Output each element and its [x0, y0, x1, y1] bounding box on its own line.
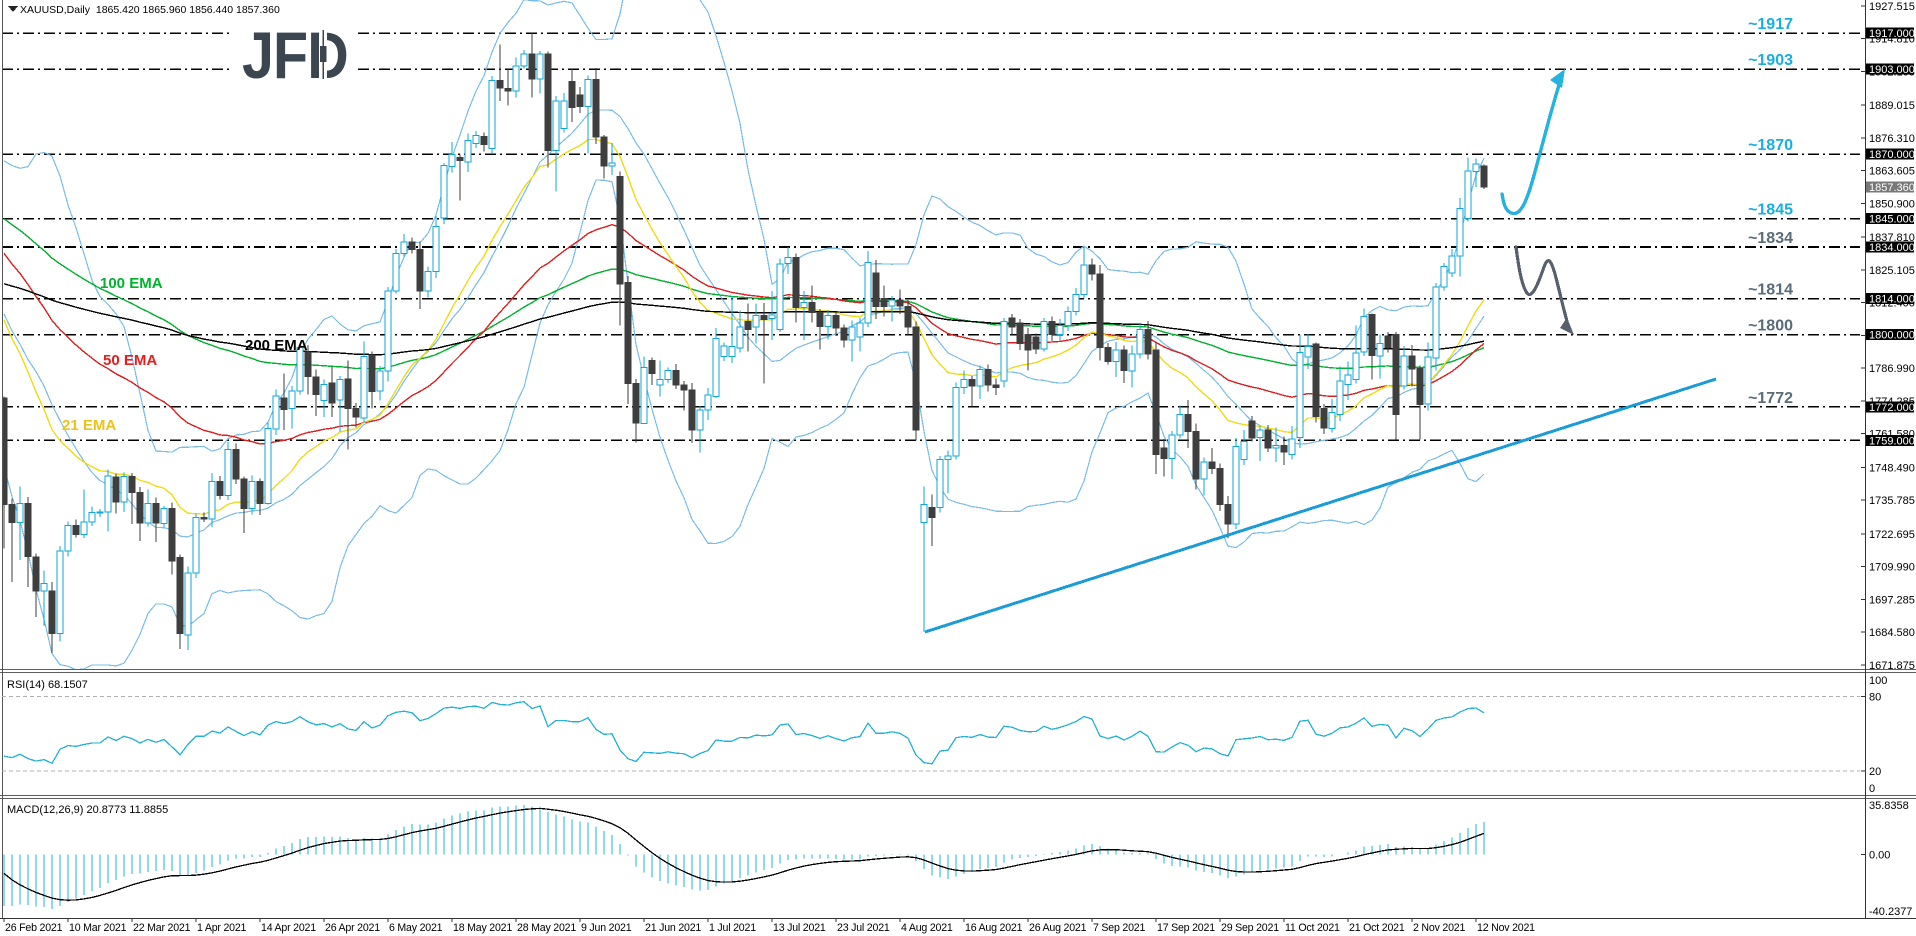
svg-text:1850.900: 1850.900 — [1869, 199, 1915, 211]
svg-text:RSI(14) 68.1507: RSI(14) 68.1507 — [7, 679, 88, 691]
svg-text:28 May 2021: 28 May 2021 — [517, 922, 576, 934]
svg-text:9 Jun 2021: 9 Jun 2021 — [581, 922, 632, 934]
svg-text:2 Nov 2021: 2 Nov 2021 — [1413, 922, 1465, 934]
svg-text:MACD(12,26,9) 20.8773 11.8855: MACD(12,26,9) 20.8773 11.8855 — [7, 804, 168, 816]
svg-text:1671.875: 1671.875 — [1869, 660, 1915, 672]
svg-text:16 Aug 2021: 16 Aug 2021 — [965, 922, 1023, 934]
svg-text:1800.000: 1800.000 — [1869, 330, 1915, 342]
svg-text:12 Nov 2021: 12 Nov 2021 — [1477, 922, 1535, 934]
svg-text:17 Sep 2021: 17 Sep 2021 — [1157, 922, 1215, 934]
svg-text:1735.785: 1735.785 — [1869, 495, 1915, 507]
svg-text:1772.000: 1772.000 — [1869, 402, 1915, 414]
svg-text:~1903: ~1903 — [1748, 52, 1793, 69]
svg-text:100: 100 — [1869, 675, 1887, 687]
svg-text:1709.990: 1709.990 — [1869, 562, 1915, 574]
svg-text:4 Aug 2021: 4 Aug 2021 — [901, 922, 953, 934]
svg-text:1814.000: 1814.000 — [1869, 294, 1915, 306]
svg-text:29 Sep 2021: 29 Sep 2021 — [1221, 922, 1279, 934]
svg-text:100 EMA: 100 EMA — [100, 275, 163, 292]
svg-text:1889.015: 1889.015 — [1869, 100, 1915, 112]
svg-text:1857.360: 1857.360 — [1869, 182, 1915, 194]
svg-text:21 EMA: 21 EMA — [62, 417, 116, 434]
svg-text:18 May 2021: 18 May 2021 — [453, 922, 512, 934]
svg-text:1903.000: 1903.000 — [1869, 64, 1915, 76]
svg-text:1845.000: 1845.000 — [1869, 214, 1915, 226]
svg-text:10 Mar 2021: 10 Mar 2021 — [69, 922, 127, 934]
svg-text:1917.000: 1917.000 — [1869, 28, 1915, 40]
svg-text:1786.990: 1786.990 — [1869, 363, 1915, 375]
svg-text:80: 80 — [1869, 692, 1881, 704]
svg-text:6 May 2021: 6 May 2021 — [389, 922, 443, 934]
svg-text:14 Apr 2021: 14 Apr 2021 — [261, 922, 316, 934]
svg-text:1870.000: 1870.000 — [1869, 149, 1915, 161]
svg-text:-40.2377: -40.2377 — [1869, 906, 1912, 918]
svg-text:1684.580: 1684.580 — [1869, 627, 1915, 639]
svg-text:26 Feb 2021: 26 Feb 2021 — [5, 922, 63, 934]
svg-text:~1917: ~1917 — [1748, 16, 1793, 33]
svg-text:26 Aug 2021: 26 Aug 2021 — [1029, 922, 1087, 934]
svg-text:50 EMA: 50 EMA — [103, 352, 157, 369]
svg-text:23 Jul 2021: 23 Jul 2021 — [837, 922, 890, 934]
svg-text:~1814: ~1814 — [1748, 282, 1793, 299]
svg-text:22 Mar 2021: 22 Mar 2021 — [133, 922, 191, 934]
svg-text:1825.105: 1825.105 — [1869, 265, 1915, 277]
svg-text:1863.605: 1863.605 — [1869, 166, 1915, 178]
svg-text:~1845: ~1845 — [1748, 202, 1793, 219]
svg-text:1834.000: 1834.000 — [1869, 242, 1915, 254]
svg-text:1722.695: 1722.695 — [1869, 529, 1915, 541]
svg-text:0: 0 — [1869, 783, 1875, 795]
svg-text:0.00: 0.00 — [1869, 850, 1890, 862]
svg-text:~1870: ~1870 — [1748, 137, 1793, 154]
svg-text:1748.490: 1748.490 — [1869, 462, 1915, 474]
svg-text:1927.515: 1927.515 — [1869, 1, 1915, 13]
svg-text:21 Oct 2021: 21 Oct 2021 — [1349, 922, 1405, 934]
svg-text:200 EMA: 200 EMA — [245, 337, 308, 354]
svg-text:1697.285: 1697.285 — [1869, 594, 1915, 606]
svg-text:7 Sep 2021: 7 Sep 2021 — [1093, 922, 1146, 934]
svg-text:26 Apr 2021: 26 Apr 2021 — [325, 922, 380, 934]
svg-text:11 Oct 2021: 11 Oct 2021 — [1285, 922, 1340, 934]
svg-text:1 Apr 2021: 1 Apr 2021 — [197, 922, 247, 934]
svg-text:20: 20 — [1869, 766, 1881, 778]
svg-text:XAUUSD,Daily 1865.420 1865.96: XAUUSD,Daily 1865.420 1865.960 1856.440 … — [20, 4, 280, 16]
svg-text:~1834: ~1834 — [1748, 230, 1793, 247]
svg-text:~1800: ~1800 — [1748, 318, 1793, 335]
svg-text:~1772: ~1772 — [1748, 390, 1793, 407]
svg-text:1837.810: 1837.810 — [1869, 232, 1915, 244]
svg-text:13 Jul 2021: 13 Jul 2021 — [773, 922, 826, 934]
svg-text:21 Jun 2021: 21 Jun 2021 — [645, 922, 701, 934]
svg-text:1 Jul 2021: 1 Jul 2021 — [709, 922, 756, 934]
svg-text:1759.000: 1759.000 — [1869, 435, 1915, 447]
svg-text:JFD: JFD — [242, 19, 348, 93]
svg-text:1876.310: 1876.310 — [1869, 133, 1915, 145]
svg-text:35.8358: 35.8358 — [1869, 800, 1909, 812]
